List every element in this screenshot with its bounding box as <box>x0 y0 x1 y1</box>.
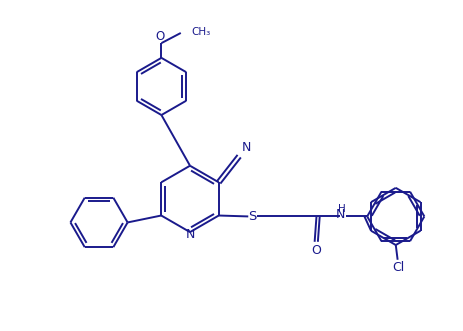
Text: H: H <box>338 204 346 213</box>
Text: N: N <box>185 228 195 241</box>
Text: O: O <box>155 30 164 43</box>
Text: S: S <box>248 210 256 223</box>
Text: Cl: Cl <box>393 260 405 274</box>
Text: N: N <box>242 141 251 154</box>
Text: O: O <box>311 244 321 257</box>
Text: CH₃: CH₃ <box>191 26 210 37</box>
Text: N: N <box>336 208 345 221</box>
